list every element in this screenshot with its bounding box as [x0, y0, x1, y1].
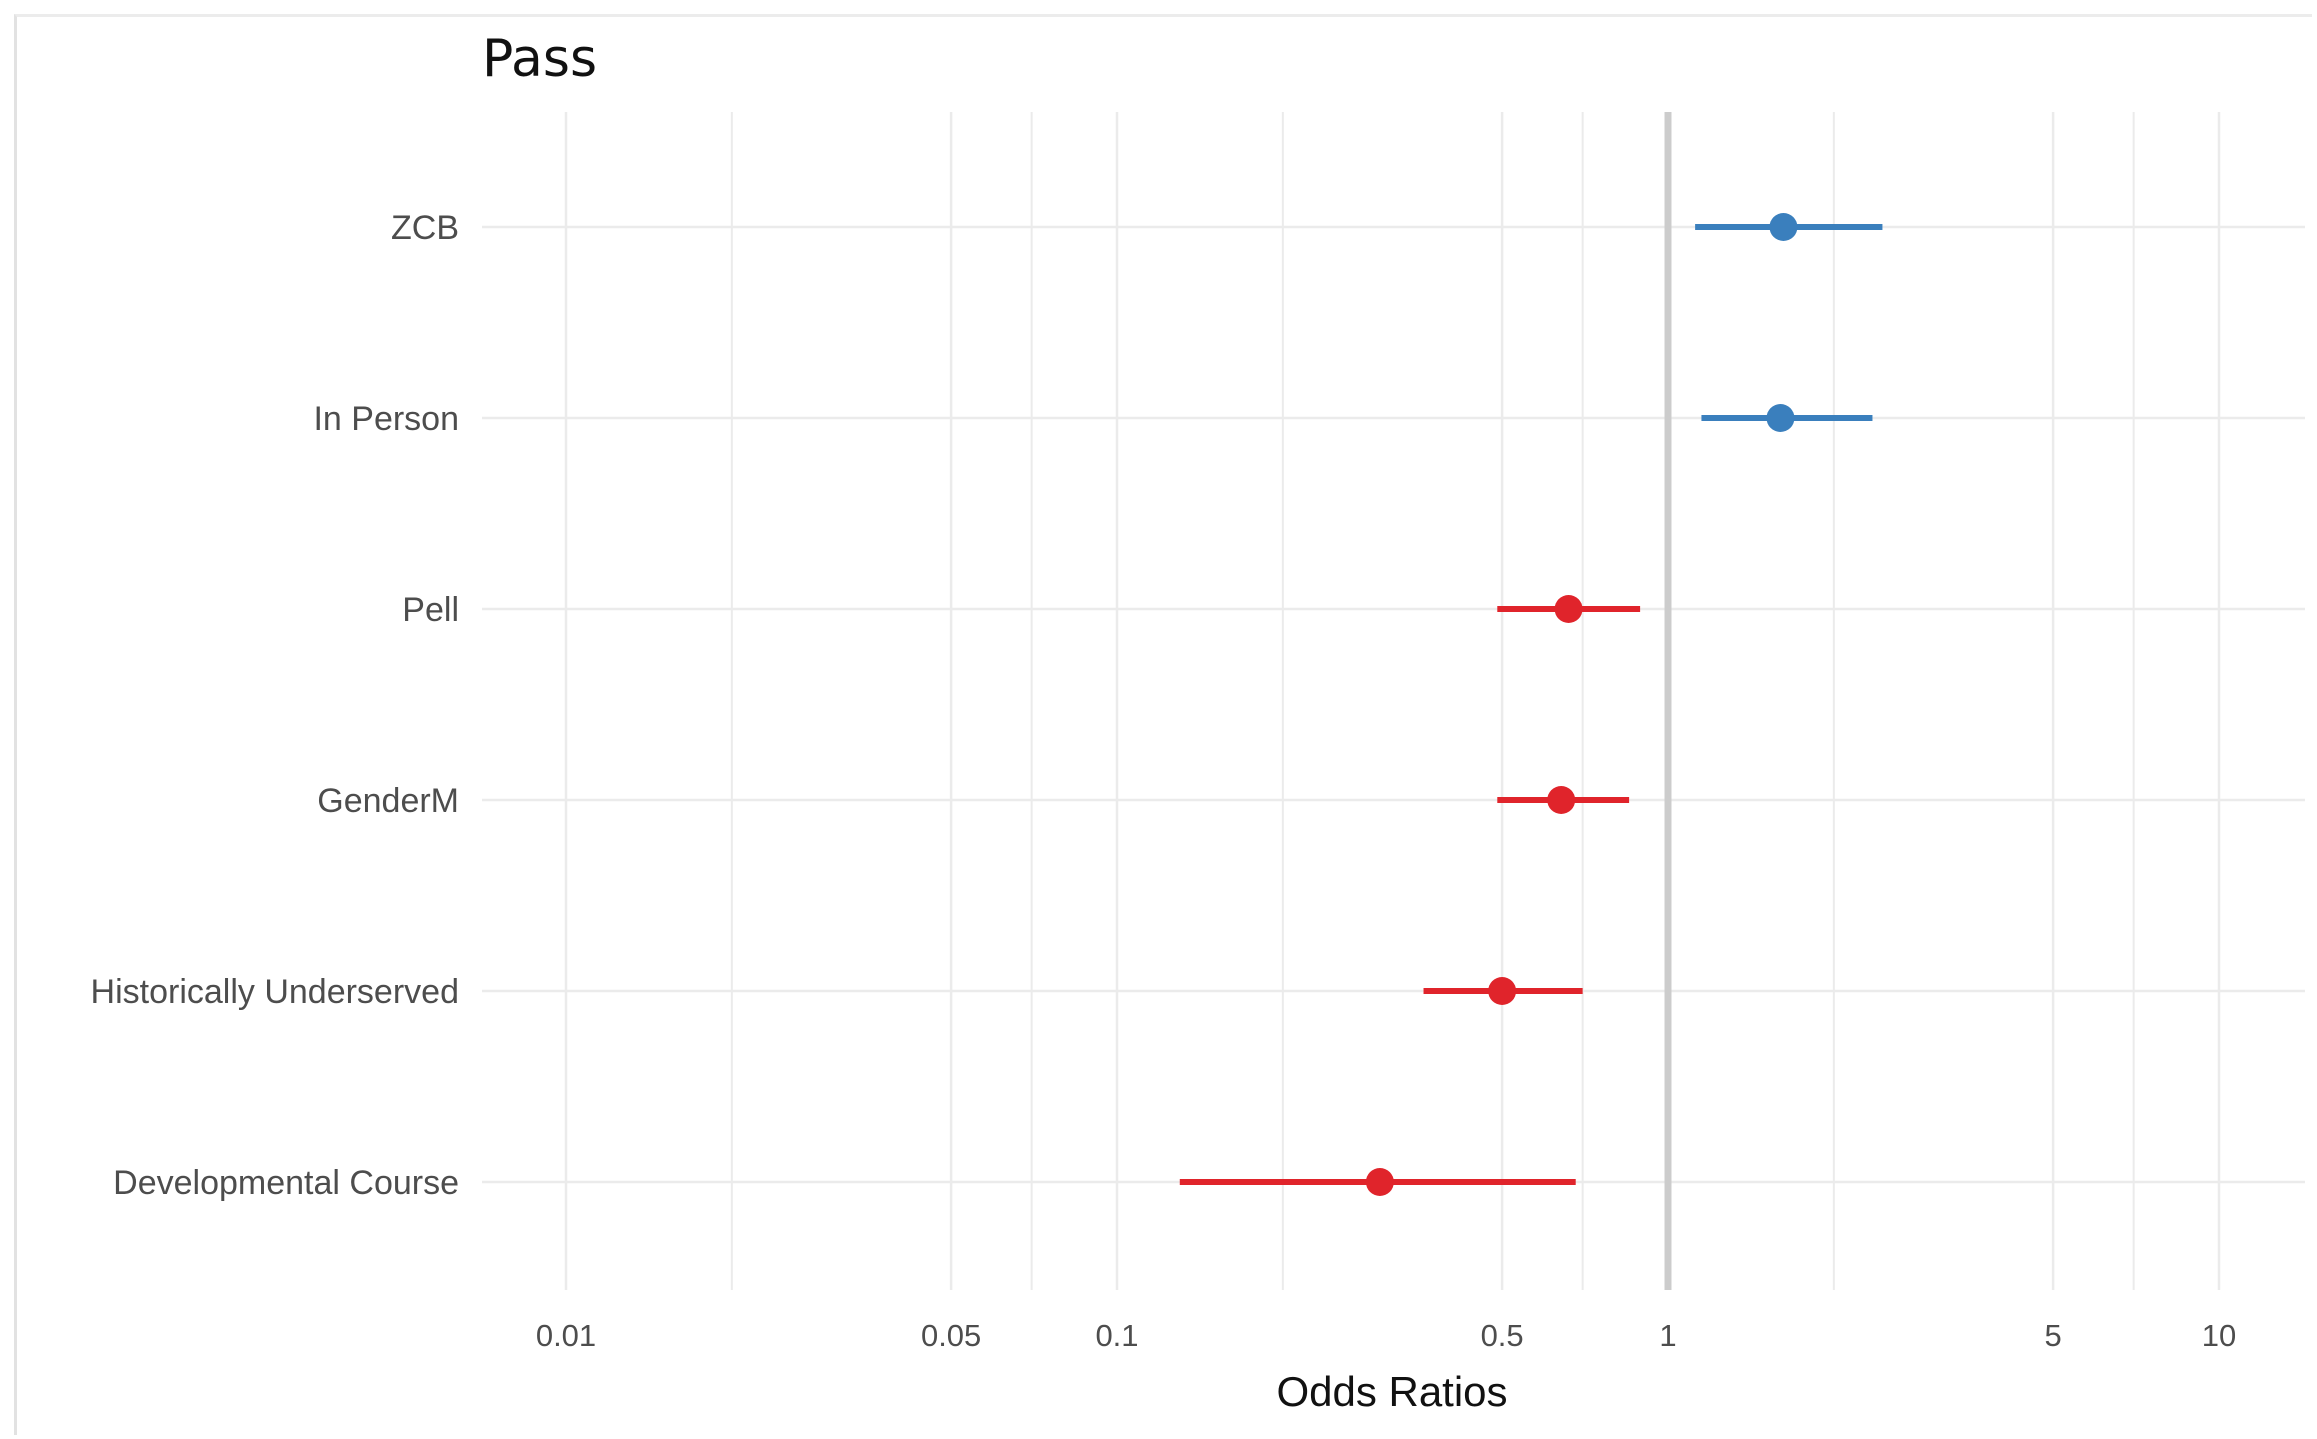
y-tick-label: Pell — [402, 591, 459, 629]
x-tick-label: 10 — [2202, 1318, 2236, 1353]
y-axis-labels: ZCB In Person Pell GenderM Historically Unde… — [91, 209, 459, 1202]
chart-frame — [14, 14, 2312, 1435]
estimate-point — [1769, 213, 1798, 241]
y-tick-label: Historically Underserved — [91, 973, 459, 1011]
x-tick-label: 0.1 — [1095, 1318, 1138, 1353]
y-tick-label: Developmental Course — [113, 1164, 459, 1202]
x-axis-title: Odds Ratios — [1276, 1368, 1507, 1415]
estimate-point — [1766, 404, 1795, 432]
y-tick-label: In Person — [313, 400, 459, 438]
x-tick-label: 0.01 — [536, 1318, 596, 1353]
chart-title: Pass — [482, 29, 597, 89]
estimate-point — [1488, 977, 1517, 1005]
estimate-point — [1554, 595, 1583, 623]
x-tick-label: 0.05 — [921, 1318, 981, 1353]
marks-layer — [1179, 213, 1883, 1196]
x-tick-label: 0.5 — [1481, 1318, 1524, 1353]
estimate-point — [1547, 786, 1576, 814]
x-axis-ticks: 0.01 0.05 0.1 0.5 1 5 10 — [536, 1318, 2236, 1353]
y-tick-label: ZCB — [391, 209, 459, 247]
x-tick-label: 5 — [2045, 1318, 2062, 1353]
grid-layer — [482, 112, 2305, 1290]
y-tick-label: GenderM — [317, 782, 459, 820]
x-tick-label: 1 — [1659, 1318, 1676, 1353]
estimate-point — [1365, 1168, 1394, 1196]
